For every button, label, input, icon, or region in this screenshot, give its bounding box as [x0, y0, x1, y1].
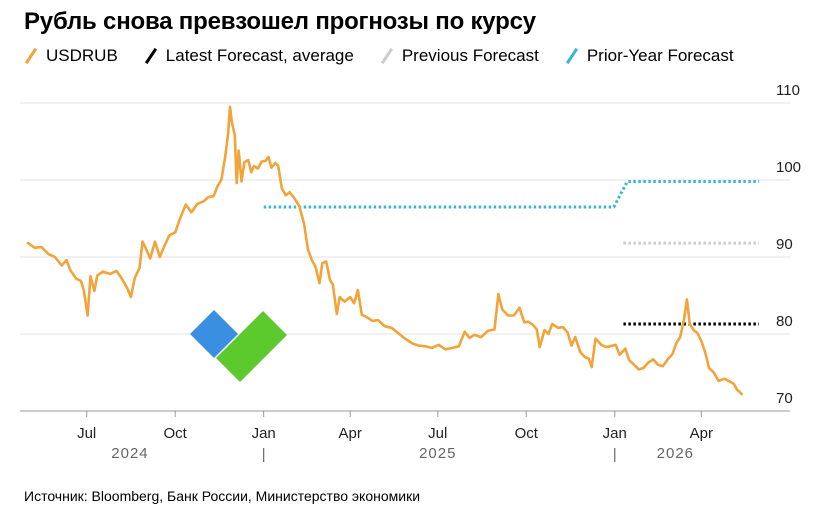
x-tick-label: Apr [339, 425, 362, 442]
x-tick-label: Jul [77, 425, 96, 442]
logo-watermark [190, 310, 287, 382]
chart-title: Рубль снова превзошел прогнозы по курсу [24, 8, 536, 35]
series-group [26, 105, 759, 396]
legend-label: USDRUB [46, 46, 118, 65]
series-line-usdrub [26, 105, 743, 396]
slash-orange-icon [24, 48, 38, 64]
y-axis: 70 80 90 100 110 [776, 82, 801, 407]
line-chart: Jul Oct Jan Apr Jul Oct Jan Apr 2024 2025 2026 70 8… [20, 82, 801, 462]
year-label: 2025 [419, 445, 456, 462]
legend-item-usdrub[interactable]: USDRUB [24, 46, 118, 66]
slash-gray-icon [380, 48, 393, 64]
legend-label: Previous Forecast [401, 46, 539, 65]
x-tick-label: Oct [515, 425, 539, 442]
y-tick-label: 100 [776, 159, 801, 176]
x-tick-label: Apr [690, 425, 713, 442]
x-tick-label: Oct [163, 425, 187, 442]
legend-label: Latest Forecast, average [165, 46, 354, 65]
legend-label: Prior-Year Forecast [586, 46, 734, 65]
logo-blue-square [190, 310, 238, 358]
slash-black-icon [144, 48, 157, 64]
x-tick-label: Jan [603, 425, 627, 442]
logo-green-bar [216, 311, 287, 382]
y-tick-label: 70 [776, 390, 793, 407]
legend: USDRUB Latest Forecast, average Previous… [24, 44, 760, 68]
x-tick-label: Jan [252, 425, 276, 442]
slash-blue-icon [565, 48, 578, 64]
legend-item-previous-forecast[interactable]: Previous Forecast [380, 46, 539, 66]
gridlines [20, 102, 790, 412]
y-tick-label: 80 [776, 313, 793, 330]
y-tick-label: 110 [776, 82, 800, 99]
x-tick-label: Jul [428, 425, 447, 442]
x-axis: Jul Oct Jan Apr Jul Oct Jan Apr 2024 2025 2026 [77, 411, 713, 462]
year-label: 2024 [111, 445, 148, 462]
y-tick-label: 90 [776, 236, 793, 253]
legend-item-prior-year-forecast[interactable]: Prior-Year Forecast [565, 46, 734, 66]
year-label: 2026 [657, 445, 694, 462]
legend-item-latest-forecast[interactable]: Latest Forecast, average [144, 46, 354, 66]
source-note: Источник: Bloomberg, Банк России, Минист… [24, 488, 421, 504]
series-line-prior-year-forecast [263, 180, 759, 209]
